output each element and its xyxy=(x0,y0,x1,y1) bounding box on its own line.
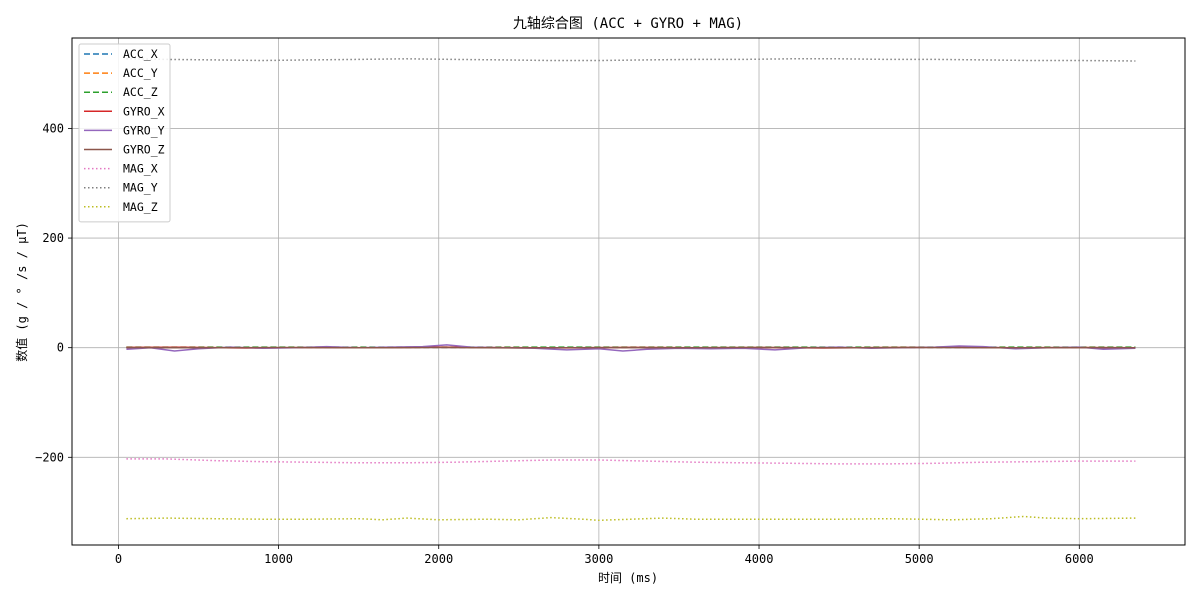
legend-label: GYRO_Y xyxy=(123,123,165,137)
y-tick-label: 0 xyxy=(57,341,64,355)
legend-label: ACC_Y xyxy=(123,66,158,80)
legend-label: GYRO_Z xyxy=(123,143,165,157)
legend-label: MAG_X xyxy=(123,162,158,176)
y-tick-label: 200 xyxy=(42,231,64,245)
x-tick-label: 1000 xyxy=(264,552,293,566)
axes: 0 1000 2000 3000 4000 5000 6000 −200 0 200 400 xyxy=(35,121,1094,566)
x-axis-label: 时间 (ms) xyxy=(598,571,658,585)
legend-label: ACC_Z xyxy=(123,85,158,99)
y-axis-label: 数值 (g / ° /s / μT) xyxy=(14,222,29,362)
x-tick-label: 2000 xyxy=(424,552,453,566)
plot-area xyxy=(126,58,1136,522)
x-tick-label: 3000 xyxy=(584,552,613,566)
legend-label: ACC_X xyxy=(123,47,158,61)
y-tick-label: 400 xyxy=(42,121,64,135)
series-line-mag-y xyxy=(126,58,1136,62)
x-tick-label: 0 xyxy=(115,552,122,566)
legend-box xyxy=(78,43,171,223)
legend-label: MAG_Z xyxy=(123,200,158,214)
chart-title: 九轴综合图 (ACC + GYRO + MAG) xyxy=(513,16,743,32)
x-tick-label: 4000 xyxy=(745,552,774,566)
x-tick-label: 6000 xyxy=(1065,552,1094,566)
legend: ACC_X ACC_Y ACC_Z GYRO_X GYRO_Y GYRO_Z MAG_X MA… xyxy=(78,43,171,223)
y-tick-label: −200 xyxy=(35,450,64,464)
legend-label: GYRO_X xyxy=(123,104,165,118)
plot-frame xyxy=(71,37,1186,546)
series-line-mag-z xyxy=(126,515,1136,522)
series-line-mag-x xyxy=(126,458,1136,465)
legend-label: MAG_Y xyxy=(123,181,158,195)
x-tick-label: 5000 xyxy=(905,552,934,566)
